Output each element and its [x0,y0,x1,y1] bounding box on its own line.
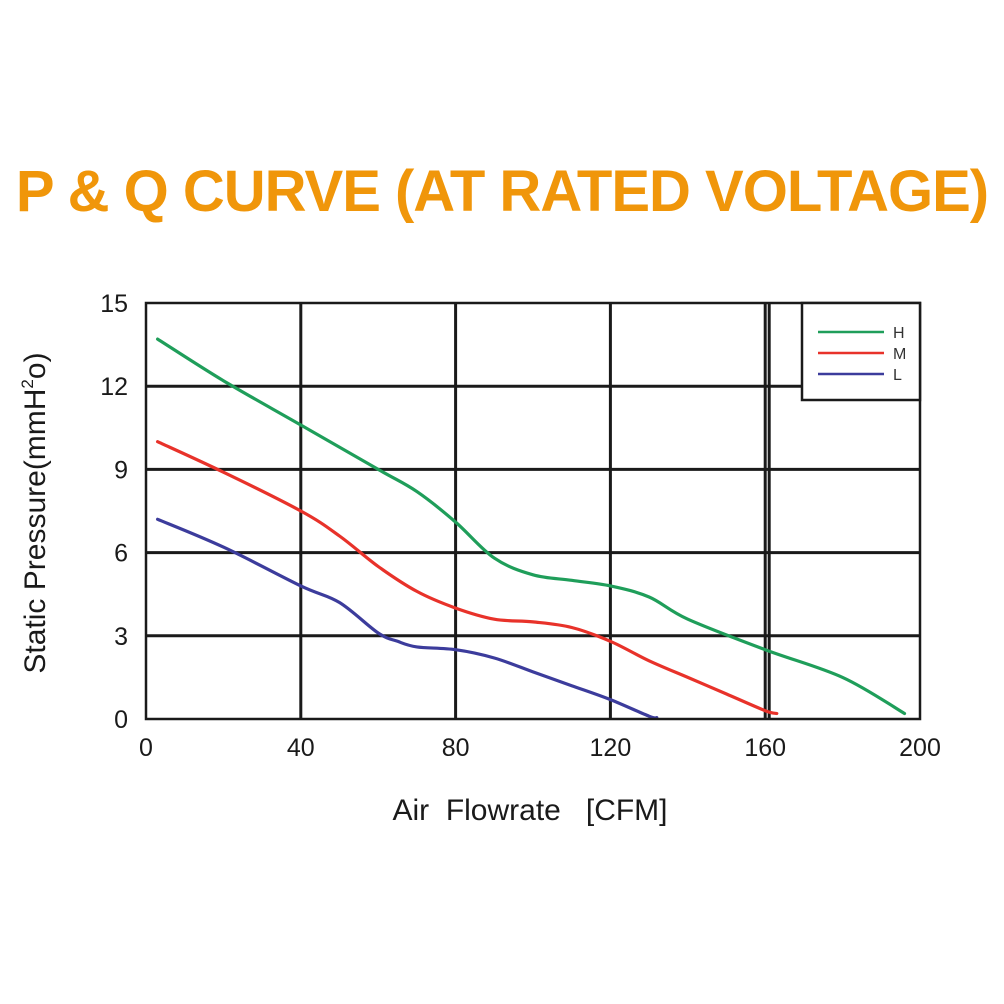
y-axis-label-end: o) [19,352,52,379]
x-tick-120: 120 [590,734,632,762]
x-tick-40: 40 [287,734,315,762]
chart-title: P & Q CURVE (AT RATED VOLTAGE) [15,159,989,224]
legend: HML [800,301,922,402]
y-tick-3: 3 [114,623,128,651]
y-tick-12: 12 [100,373,128,401]
x-tick-0: 0 [139,734,153,762]
y-axis-label-superscript: 2 [18,379,37,388]
x-tick-200: 200 [899,734,941,762]
grid [146,303,920,719]
y-axis-label-main: Static Pressure(mmH [19,389,52,674]
x-tick-80: 80 [442,734,470,762]
series-line-H [156,337,907,716]
x-tick-labels: 0 40 80 120 160 200 [139,734,941,762]
y-tick-0: 0 [114,706,128,734]
legend-label-H: H [893,325,905,342]
legend-box [800,301,922,402]
y-tick-6: 6 [114,540,128,568]
y-tick-15: 15 [100,290,128,318]
y-tick-labels: 0 3 6 9 12 15 [100,290,128,734]
curves [156,337,907,720]
x-axis-label: Air Flowrate [CFM] [392,794,667,827]
legend-label-L: L [893,367,902,384]
x-tick-160: 160 [744,734,786,762]
y-axis-label: Static Pressure(mmH2o) [18,352,52,673]
y-tick-9: 9 [114,456,128,484]
plot-frame [144,301,922,721]
legend-label-M: M [893,346,906,363]
series-line-L [156,517,659,720]
series-line-M [156,440,779,716]
